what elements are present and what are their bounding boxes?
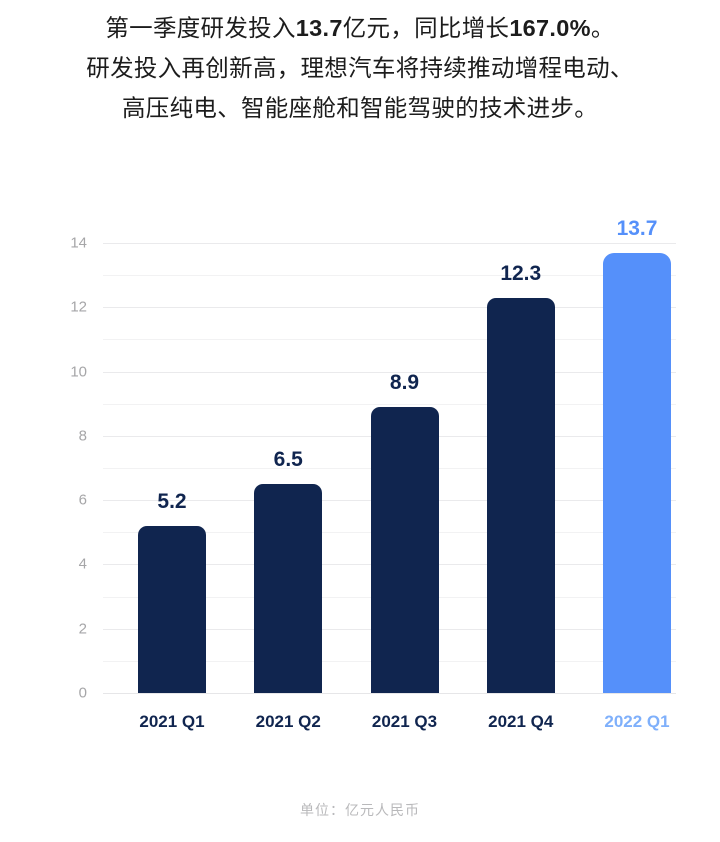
x-axis-category-label: 2022 Q1: [604, 712, 670, 731]
bar-value-label: 12.3: [500, 261, 542, 285]
gridline-minor: [103, 403, 676, 405]
bar-value-label: 5.2: [157, 489, 187, 513]
headline-metric-value: 13.7: [295, 15, 343, 41]
headline-line1-mid: 亿元，同比增长: [342, 15, 510, 41]
x-axis-category-label: 2021 Q1: [139, 712, 205, 731]
gridline-major: [103, 243, 676, 244]
axis-baseline: [103, 693, 676, 694]
bar-value-label: 8.9: [389, 370, 420, 394]
plot-area: 0 2 4 6 8 10 12 14 5.2 2021 Q1 6.5 2021 Q2 8.9 2021 Q…: [70, 218, 676, 730]
headline-line-2: 研发投入再创新高，理想汽车将持续推动增程电动、: [86, 55, 634, 81]
y-axis-tick-label: 4: [78, 555, 87, 573]
x-axis-category-label: 2021 Q2: [255, 712, 321, 731]
bar[interactable]: [254, 484, 323, 693]
headline-line1-suffix: 。: [590, 15, 615, 41]
y-axis-tick-label: 6: [78, 491, 87, 509]
unit-note: 单位：亿元人民币: [300, 802, 420, 818]
bar-chart: 0 2 4 6 8 10 12 14 5.2 2021 Q1 6.5 2021 Q2 8.9 2021 Q…: [0, 180, 720, 780]
bar[interactable]: [370, 406, 439, 693]
bar[interactable]: [486, 297, 555, 693]
y-axis-tick-label: 12: [70, 298, 87, 316]
bar-highlighted[interactable]: [603, 252, 671, 693]
headline-growth-value: 167.0%: [509, 15, 591, 41]
y-axis-tick-label: 8: [78, 427, 87, 445]
bar-value-label: 13.7: [616, 216, 658, 240]
gridline-major: [103, 371, 676, 373]
headline-line-3: 高压纯电、智能座舱和智能驾驶的技术进步。: [122, 95, 598, 121]
y-axis-tick-label: 2: [78, 620, 87, 638]
y-axis-tick-label: 0: [78, 684, 87, 702]
x-axis-category-label: 2021 Q3: [371, 712, 438, 731]
x-axis-category-label: 2021 Q4: [488, 712, 554, 731]
y-axis-tick-label: 10: [70, 363, 87, 381]
y-axis-tick-label: 14: [70, 234, 87, 252]
headline-line1-prefix: 第一季度研发投入: [105, 15, 296, 41]
gridline-major: [103, 307, 676, 309]
headline: 第一季度研发投入13.7亿元，同比增长167.0%。 研发投入再创新高，理想汽车…: [50, 8, 670, 128]
bar-value-label: 6.5: [273, 448, 303, 472]
gridline-minor: [103, 339, 676, 341]
bar[interactable]: [138, 525, 206, 693]
headline-line-1: 第一季度研发投入13.7亿元，同比增长167.0%。: [50, 8, 670, 48]
gridline-minor: [103, 275, 676, 277]
